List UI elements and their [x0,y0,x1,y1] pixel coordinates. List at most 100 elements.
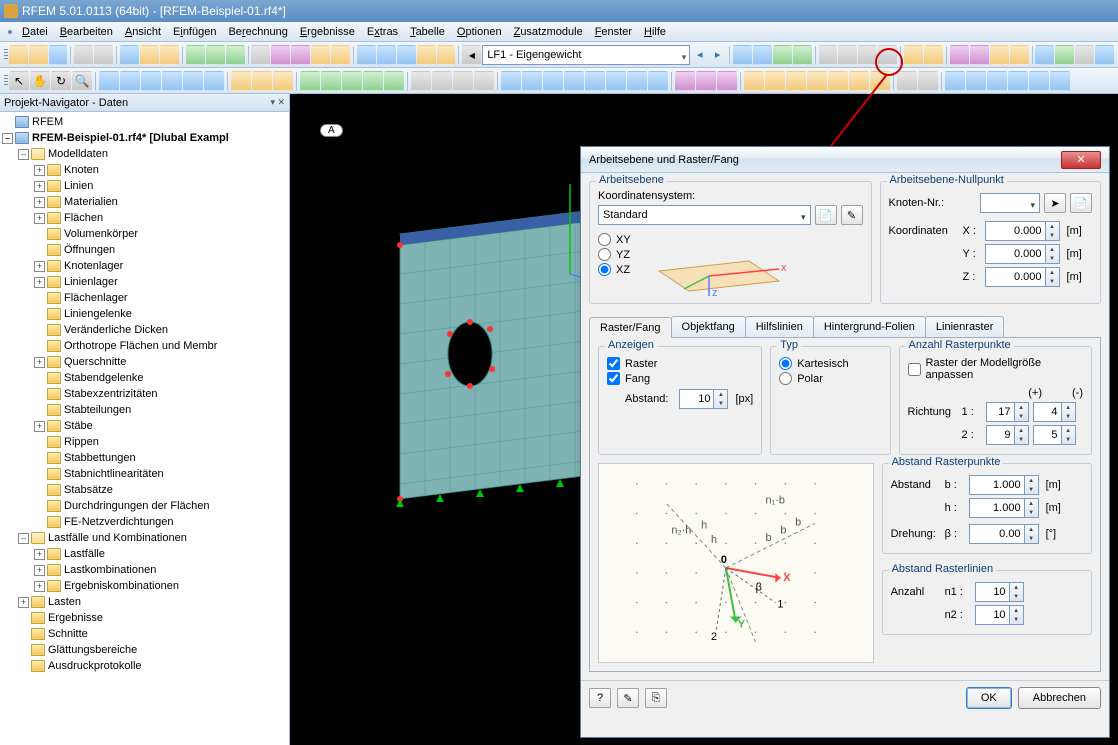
tree-item[interactable]: Ergebnisse [2,610,287,626]
navprev-icon[interactable]: ◂ [691,46,708,64]
t2-g5-icon[interactable] [1029,71,1049,91]
t2-g3-icon[interactable] [987,71,1007,91]
tb-redo-icon[interactable] [94,45,113,65]
menu-fenster[interactable]: Fenster [589,26,638,38]
tree-item[interactable]: Flächenlager [2,290,287,306]
koord-combo[interactable]: Standard [598,205,811,225]
tb-res3-icon[interactable] [773,45,792,65]
tb-table-icon[interactable] [417,45,436,65]
t2-v6-icon[interactable] [204,71,224,91]
t2-c5-icon[interactable] [585,71,605,91]
plane-xy[interactable]: XY [598,233,631,246]
menu-bearbeiten[interactable]: Bearbeiten [54,26,119,38]
tree-item[interactable]: Rippen [2,434,287,450]
t2-e1-icon[interactable] [744,71,764,91]
t2-snap2-icon[interactable] [252,71,272,91]
tree-item[interactable]: Volumenkörper [2,226,287,242]
tree-item[interactable]: FE-Netzverdichtungen [2,514,287,530]
tree-item[interactable]: +Materialien [2,194,287,210]
t2-cursor-icon[interactable]: ↖ [9,71,29,91]
tree-item[interactable]: Durchdringungen der Flächen [2,498,287,514]
t2-snap-icon[interactable] [231,71,251,91]
ok-button[interactable]: OK [966,687,1012,709]
dialog-titlebar[interactable]: Arbeitsebene und Raster/Fang ✕ [581,147,1109,173]
coord-z-input[interactable]: ▲▼ [985,267,1060,287]
tb-open-icon[interactable] [29,45,48,65]
koord-new-icon[interactable]: 📄 [815,205,837,225]
t2-c2-icon[interactable] [522,71,542,91]
t2-d2-icon[interactable] [696,71,716,91]
tree-item[interactable]: +Ergebniskombinationen [2,578,287,594]
menu-hilfe[interactable]: Hilfe [638,26,672,38]
t2-e4-icon[interactable] [807,71,827,91]
tb-copy-icon[interactable] [140,45,159,65]
knoten-new-icon[interactable]: 📄 [1070,193,1092,213]
tab-hilfslinien[interactable]: Hilfslinien [745,316,814,337]
tb-select2-icon[interactable] [291,45,310,65]
tree-item[interactable]: +Querschnitte [2,354,287,370]
tree-item[interactable]: Stabnichtlinearitäten [2,466,287,482]
tree-item[interactable]: Veränderliche Dicken [2,322,287,338]
beta-input[interactable]: ▲▼ [969,524,1039,544]
tb-calc2-icon[interactable] [206,45,225,65]
tree-item[interactable]: –Modelldaten [2,146,287,162]
t2-g4-icon[interactable] [1008,71,1028,91]
t2-v4-icon[interactable] [162,71,182,91]
navigator-buttons[interactable]: ▾ ✕ [270,97,285,108]
t2-c6-icon[interactable] [606,71,626,91]
tb-cfg3-icon[interactable] [990,45,1009,65]
t2-e6-icon[interactable] [849,71,869,91]
tb-select-icon[interactable] [271,45,290,65]
tab-hintergrund[interactable]: Hintergrund-Folien [813,316,926,337]
t2-d3-icon[interactable] [717,71,737,91]
tb-table2-icon[interactable] [437,45,456,65]
menu-tabelle[interactable]: Tabelle [404,26,451,38]
t2-b1-icon[interactable] [411,71,431,91]
typ-polar[interactable]: Polar [779,372,881,385]
tab-linienraster[interactable]: Linienraster [925,316,1004,337]
tree-item[interactable]: +Knoten [2,162,287,178]
tb-dim1-icon[interactable] [819,45,838,65]
defaults-icon[interactable]: ✎ [617,688,639,708]
t2-b3-icon[interactable] [453,71,473,91]
t2-b4-icon[interactable] [474,71,494,91]
tb-print-icon[interactable] [120,45,139,65]
menu-einfuegen[interactable]: Einfügen [167,26,222,38]
dialog-close-icon[interactable]: ✕ [1061,151,1101,169]
help-icon[interactable]: ? [589,688,611,708]
tb-res4-icon[interactable] [793,45,812,65]
tb-cfg4-icon[interactable] [1010,45,1029,65]
menu-ansicht[interactable]: Ansicht [119,26,167,38]
t2-b2-icon[interactable] [432,71,452,91]
coord-x-input[interactable]: ▲▼ [985,221,1060,241]
t2-a4-icon[interactable] [363,71,383,91]
t2-f2-icon[interactable] [918,71,938,91]
t2-c1-icon[interactable] [501,71,521,91]
tb-cfg1-icon[interactable] [950,45,969,65]
tree-item[interactable]: Stabbettungen [2,450,287,466]
t2-a2-icon[interactable] [321,71,341,91]
tree-item[interactable]: +Lastfälle [2,546,287,562]
tb-new-icon[interactable] [9,45,28,65]
plane-yz[interactable]: YZ [598,248,631,261]
r1-plus-input[interactable]: ▲▼ [986,402,1029,422]
tb-line-icon[interactable] [377,45,396,65]
tb-mod2-icon[interactable] [1055,45,1074,65]
tree-item[interactable]: Stabendgelenke [2,370,287,386]
n2-input[interactable]: ▲▼ [975,605,1024,625]
menu-ergebnisse[interactable]: Ergebnisse [294,26,361,38]
n1-input[interactable]: ▲▼ [975,582,1024,602]
tb-dim2-icon[interactable] [838,45,857,65]
t2-a5-icon[interactable] [384,71,404,91]
tree-item[interactable]: Liniengelenke [2,306,287,322]
tb-member-icon[interactable] [397,45,416,65]
t2-rotate-icon[interactable]: ↻ [51,71,71,91]
tree-item[interactable]: Stabsätze [2,482,287,498]
tb-mod3-icon[interactable] [1075,45,1094,65]
tb-find-icon[interactable] [251,45,270,65]
abstand-input[interactable]: ▲▼ [679,389,728,409]
t2-e2-icon[interactable] [765,71,785,91]
t2-c7-icon[interactable] [627,71,647,91]
tb-view-icon[interactable] [311,45,330,65]
t2-v3-icon[interactable] [141,71,161,91]
